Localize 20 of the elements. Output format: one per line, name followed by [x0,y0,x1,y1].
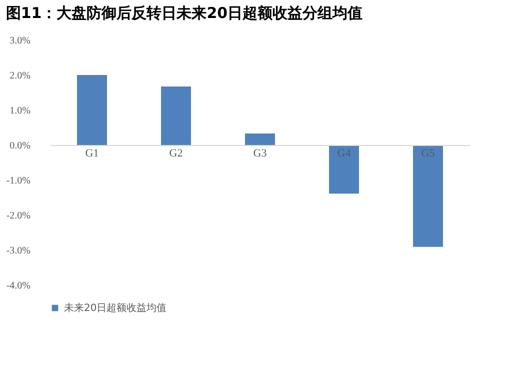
y-tick-label: 3.0% [10,36,30,46]
bar [329,145,359,194]
bar [161,86,191,145]
x-tick-label: G4 [337,148,352,160]
bar [77,75,107,145]
x-tick-label: G3 [253,148,268,160]
x-tick-label: G5 [421,148,436,160]
y-tick-label: 0.0% [10,140,30,152]
y-tick-label: -3.0% [6,246,30,256]
y-tick-label: -2.0% [6,210,30,222]
y-tick-label: -4.0% [6,280,30,292]
x-tick-label: G2 [169,148,183,160]
y-tick-label: -1.0% [6,176,30,186]
y-tick-label: 1.0% [10,106,30,116]
bar [413,145,443,247]
x-tick-label: G1 [85,148,99,160]
bar [245,133,275,145]
legend-label: 未来20日超额收益均值 [64,302,167,314]
y-tick-label: 2.0% [10,70,30,82]
chart-title: 图11：大盘防御后反转日未来20日超额收益分组均值 [6,4,363,22]
